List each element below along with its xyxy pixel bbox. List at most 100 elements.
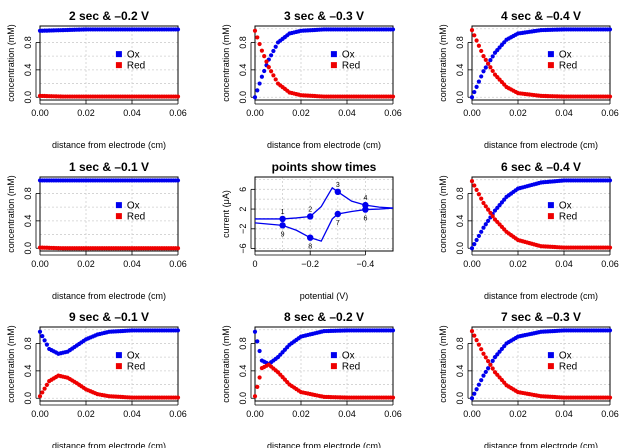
- data-point-ox: [502, 344, 507, 349]
- data-point-red: [252, 28, 258, 33]
- y-tick-label: 0.4: [455, 365, 465, 378]
- data-point-ox: [472, 391, 477, 396]
- data-point-ox: [483, 222, 488, 227]
- data-point-ox: [474, 387, 479, 392]
- y-tick-label: 0.8: [23, 337, 33, 350]
- series-ox: [252, 27, 396, 100]
- data-point-ox: [259, 74, 264, 79]
- data-point-ox: [474, 237, 479, 243]
- data-point-red: [479, 196, 484, 201]
- x-tick-label: 0.04: [338, 108, 356, 118]
- data-point-ox: [607, 27, 613, 32]
- x-tick-label: −0.4: [357, 259, 375, 269]
- data-point-ox: [499, 346, 504, 352]
- series-red: [252, 362, 396, 400]
- legend-label-ox: Ox: [559, 351, 572, 362]
- chart-title: 9 sec & –0.1 V: [69, 310, 149, 324]
- series-red: [469, 329, 613, 400]
- data-point-red: [252, 394, 258, 399]
- data-point-ox: [488, 58, 493, 63]
- data-point-red: [273, 77, 278, 82]
- x-tick-label: 0.04: [338, 409, 356, 419]
- panel-p33: 7 sec & –0.3 V 0.00 0.02 0.04 0.06 distance f…: [438, 310, 619, 448]
- y-tick-label: 0.0: [23, 392, 33, 405]
- plot-frame: [254, 326, 394, 402]
- data-point-ox: [607, 178, 613, 183]
- data-point-red: [483, 204, 488, 209]
- data-point-red: [44, 382, 50, 387]
- series-red: [252, 28, 396, 99]
- y-tick-label: 0.8: [23, 187, 33, 200]
- plot-frame: [39, 176, 179, 252]
- x-tick-label: 0.02: [509, 259, 527, 269]
- data-point-ox: [257, 81, 262, 86]
- chart-title: 2 sec & –0.2 V: [69, 9, 149, 23]
- time-point-marker: [307, 213, 314, 220]
- time-point-marker: [334, 188, 341, 195]
- series-red: [469, 28, 613, 99]
- data-point-red: [472, 183, 477, 188]
- data-point-red: [269, 69, 274, 74]
- x-tick-label: 0.02: [292, 409, 310, 419]
- series-red: [469, 179, 613, 250]
- legend-marker-ox: [115, 352, 122, 359]
- time-point-marker: [362, 206, 369, 213]
- x-tick-label: 0.02: [77, 108, 95, 118]
- data-point-red: [257, 41, 262, 47]
- data-point-red: [488, 210, 493, 216]
- panel-p22: points show times 0 −0.2 −0.4 potential (V) −…: [221, 160, 394, 301]
- legend-label-ox: Ox: [559, 201, 572, 212]
- data-point-red: [490, 366, 495, 371]
- data-point-ox: [492, 208, 498, 213]
- x-tick-label: 0.00: [31, 108, 49, 118]
- series-red: [37, 93, 181, 99]
- time-point-marker: [362, 201, 369, 209]
- data-point-red: [474, 187, 479, 192]
- legend-label-red: Red: [127, 212, 145, 223]
- data-point-red: [476, 43, 481, 48]
- data-point-ox: [472, 242, 477, 247]
- x-tick-label: −0.2: [301, 259, 319, 269]
- y-axis-label: concentration (mM): [221, 24, 231, 102]
- cv-curve-reverse: [254, 207, 394, 242]
- data-point-ox: [472, 89, 477, 95]
- legend-marker-red: [547, 62, 554, 69]
- x-tick-label: 0.00: [31, 409, 49, 419]
- y-axis-label: concentration (mM): [438, 325, 448, 403]
- x-tick-label: 0.04: [555, 259, 573, 269]
- x-tick-label: 0.06: [169, 259, 187, 269]
- data-point-red: [481, 351, 486, 356]
- legend-label-red: Red: [127, 362, 145, 373]
- data-point-red: [255, 384, 260, 389]
- legend-marker-ox: [115, 51, 122, 58]
- x-tick-label: 0.04: [555, 409, 573, 419]
- x-tick-label: 0.04: [123, 108, 141, 118]
- x-axis-label: distance from electrode (cm): [267, 140, 381, 150]
- time-point-label: 3: [336, 182, 340, 189]
- data-point-ox: [252, 329, 258, 334]
- data-point-red: [262, 54, 267, 59]
- legend-marker-ox: [547, 202, 554, 209]
- data-point-ox: [492, 355, 498, 360]
- y-axis-label: current (μA): [221, 190, 231, 238]
- time-point-label: 9: [281, 231, 285, 238]
- chart-title: 1 sec & –0.1 V: [69, 160, 149, 174]
- data-point-red: [479, 48, 484, 54]
- panel-p32: 8 sec & –0.2 V 0.00 0.02 0.04 0.06 distance f…: [221, 310, 402, 448]
- data-point-ox: [175, 328, 181, 333]
- legend-label-ox: Ox: [127, 50, 140, 61]
- panel-p13: 4 sec & –0.4 V 0.00 0.02 0.04 0.06 distance f…: [438, 9, 619, 150]
- data-point-red: [469, 179, 475, 184]
- y-tick-label: 0.4: [23, 365, 33, 378]
- data-point-red: [486, 359, 491, 364]
- legend-marker-red: [547, 213, 554, 220]
- data-point-red: [479, 347, 484, 352]
- series-ox: [252, 328, 396, 367]
- y-tick-label: 0.4: [238, 64, 248, 77]
- y-axis-label: concentration (mM): [438, 175, 448, 253]
- legend-label-ox: Ox: [127, 201, 140, 212]
- data-point-red: [175, 94, 181, 99]
- x-tick-label: 0.04: [555, 108, 573, 118]
- data-point-ox: [486, 218, 491, 223]
- data-point-red: [486, 207, 491, 212]
